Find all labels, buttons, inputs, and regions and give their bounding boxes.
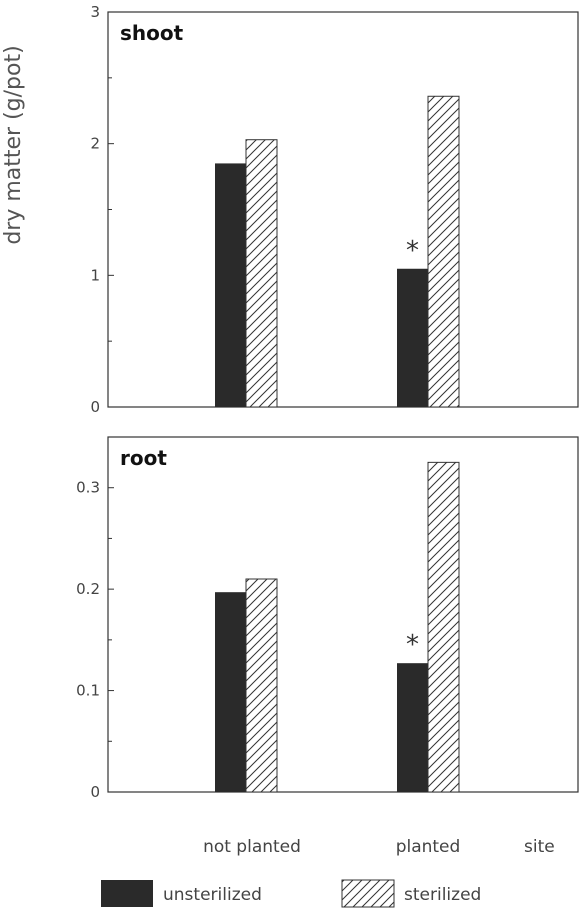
category-label-planted: planted — [396, 837, 461, 857]
plot-frame — [107, 436, 579, 793]
bar-sterilized — [427, 95, 460, 408]
bar-sterilized — [245, 578, 278, 793]
bar-unsterilized — [397, 663, 428, 792]
legend-label-sterilized: sterilized — [404, 885, 481, 905]
y-tick-label: 2 — [90, 135, 100, 153]
category-label-not-planted: not planted — [203, 837, 301, 857]
legend-swatch-unsterilized — [101, 880, 153, 907]
legend-swatch-sterilized — [341, 879, 395, 908]
bar-unsterilized — [215, 592, 246, 792]
bar-sterilized — [427, 461, 460, 793]
y-tick-label: 0.1 — [76, 682, 100, 700]
bar-unsterilized — [215, 163, 246, 407]
y-tick-label: 1 — [90, 266, 100, 284]
y-tick-label: 0 — [90, 398, 100, 416]
bar-sterilized — [245, 139, 278, 408]
shoot-panel: 0 1 2 3 shoot * — [90, 3, 579, 416]
x-axis-label: site — [524, 837, 555, 857]
y-axis-label: dry matter (g/pot) — [1, 45, 26, 244]
plot-frame — [107, 11, 579, 408]
significance-marker: * — [406, 630, 419, 660]
y-tick-label: 0.3 — [76, 479, 100, 497]
root-panel: 0 0.1 0.2 0.3 root * — [76, 436, 579, 801]
bar-unsterilized — [397, 268, 428, 407]
panel-title-shoot: shoot — [120, 21, 184, 45]
y-tick-label: 3 — [90, 3, 100, 21]
legend: unsterilized sterilized — [101, 879, 481, 908]
y-tick-label: 0.2 — [76, 580, 100, 598]
y-tick-label: 0 — [90, 783, 100, 801]
legend-label-unsterilized: unsterilized — [163, 885, 262, 905]
panel-title-root: root — [120, 446, 167, 470]
significance-marker: * — [406, 236, 419, 266]
